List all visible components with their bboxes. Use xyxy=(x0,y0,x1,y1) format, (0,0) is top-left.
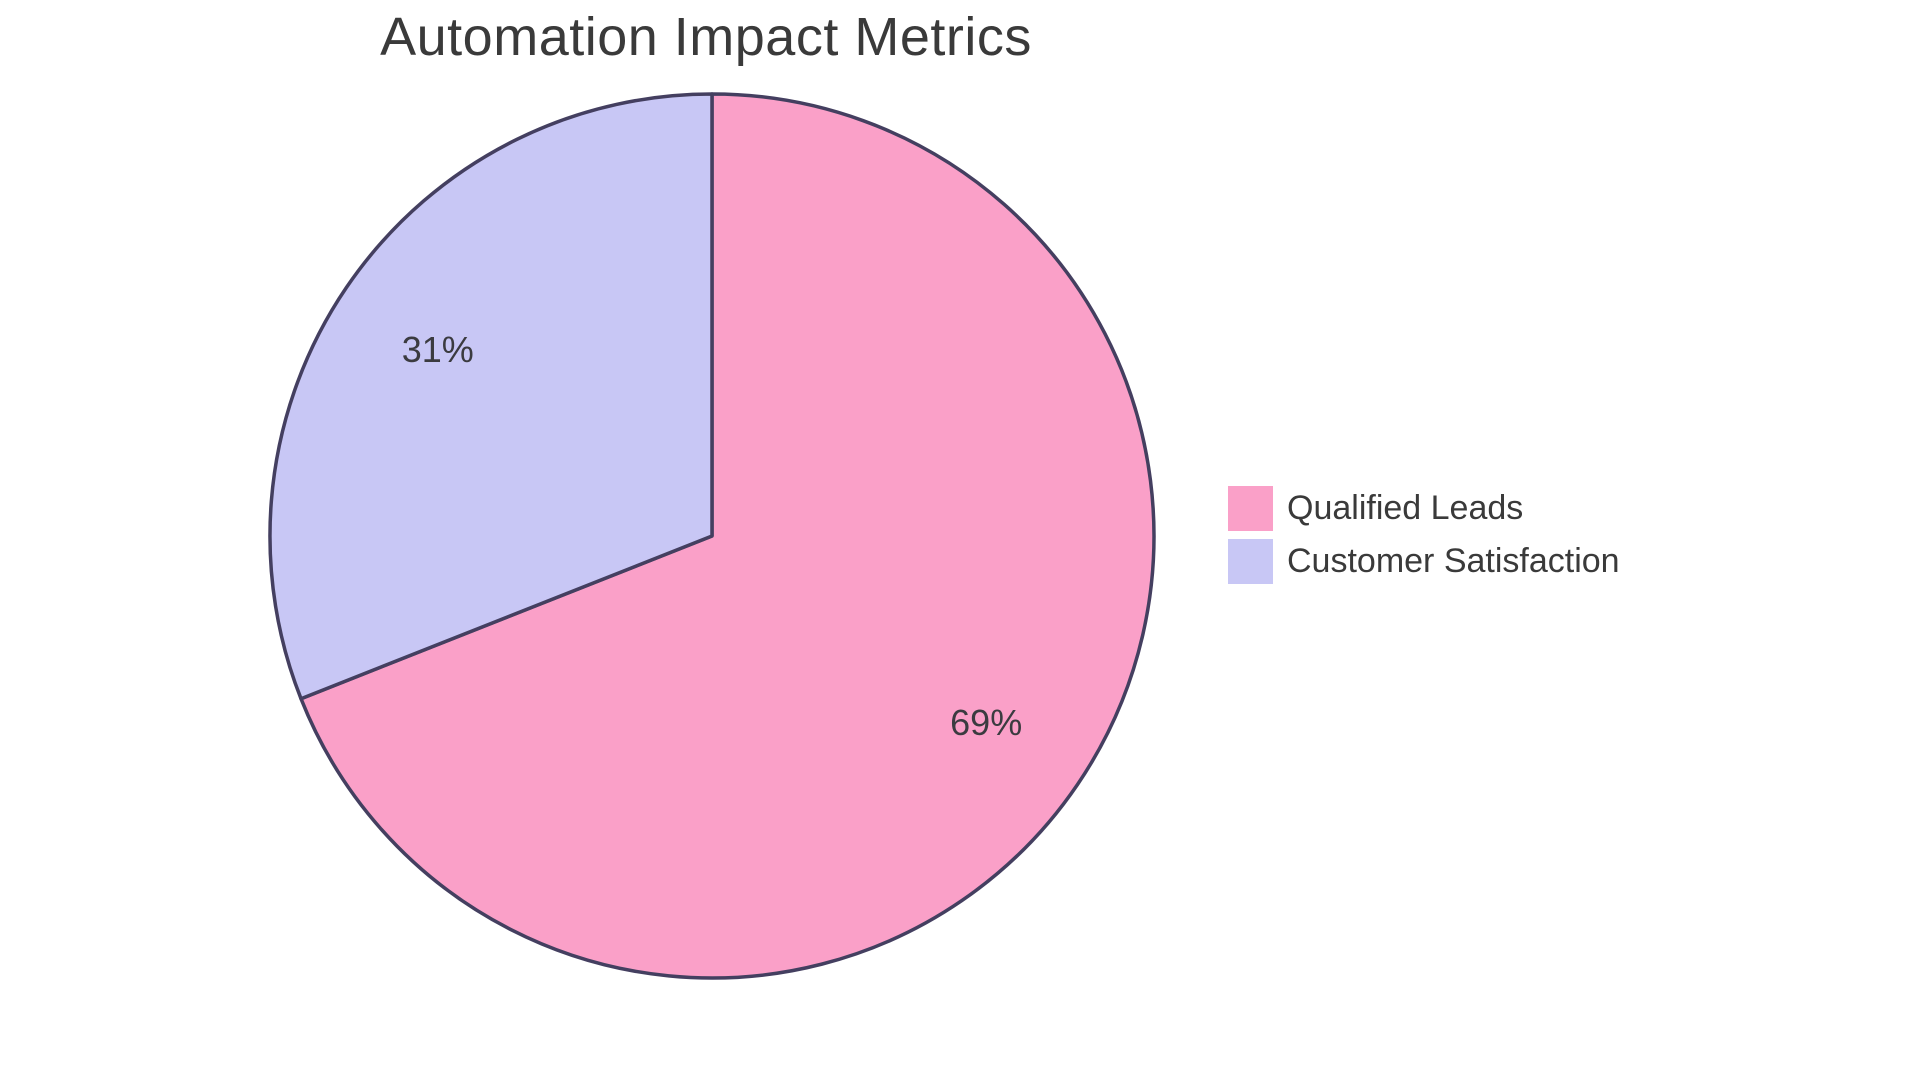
legend-swatch-qualified-leads xyxy=(1228,486,1273,531)
pie-slice-percent-label: 69% xyxy=(950,702,1022,743)
legend-item-customer-satisfaction: Customer Satisfaction xyxy=(1228,539,1620,584)
pie-slice-qualified-leads xyxy=(299,92,1156,980)
chart-title: Automation Impact Metrics xyxy=(380,7,1032,67)
legend-label-customer-satisfaction: Customer Satisfaction xyxy=(1287,542,1620,580)
legend-label-qualified-leads: Qualified Leads xyxy=(1287,489,1524,527)
legend-swatch-customer-satisfaction xyxy=(1228,539,1273,584)
legend: Qualified Leads Customer Satisfaction xyxy=(1228,486,1620,592)
legend-item-qualified-leads: Qualified Leads xyxy=(1228,486,1620,531)
pie-slice-customer-satisfaction xyxy=(268,92,714,701)
pie-slice-percent-label: 31% xyxy=(402,329,474,370)
